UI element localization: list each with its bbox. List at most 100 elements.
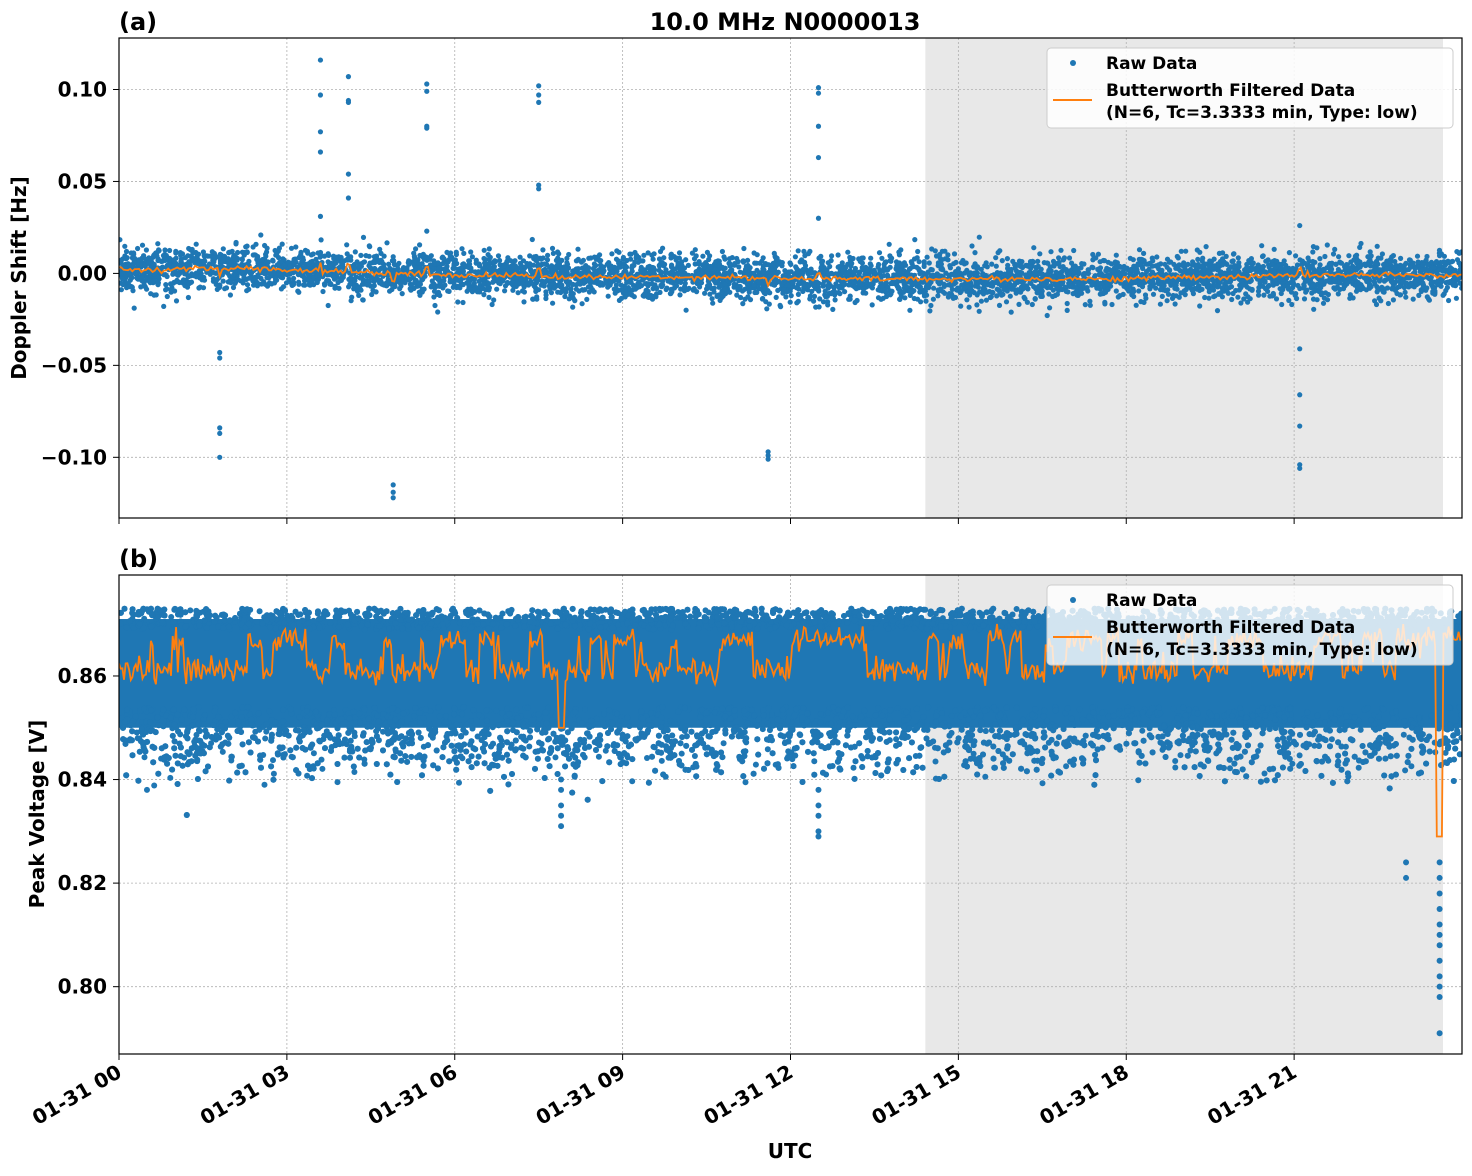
raw-point [151,279,156,284]
raw-point [1314,245,1319,250]
raw-point [580,287,585,292]
raw-point [1246,268,1251,273]
raw-point [914,265,919,270]
raw-point [122,244,127,249]
raw-point [1416,293,1421,298]
raw-point [241,280,246,285]
raw-point [868,261,873,266]
panel-b-label: (b) [119,545,158,573]
raw-point [1218,290,1223,295]
raw-point [1173,266,1178,271]
raw-point [1247,286,1252,291]
raw-point [809,289,814,294]
raw-point [226,256,231,261]
raw-point [1079,261,1084,266]
raw-point [1067,284,1072,289]
raw-point [1089,283,1094,288]
raw-point [883,260,888,265]
raw-point [629,252,634,257]
raw-point [1035,259,1040,264]
raw-point [984,260,989,265]
raw-point [738,295,743,300]
raw-point [968,272,973,277]
raw-point [1170,281,1175,286]
raw-point [170,272,175,277]
raw-point [740,301,745,306]
raw-point [1032,270,1037,275]
raw-point [497,258,502,263]
raw-point [487,246,492,251]
raw-point [1037,251,1042,256]
raw-point [721,254,726,259]
raw-point [710,301,715,306]
raw-point [833,281,838,286]
raw-point [938,267,943,272]
raw-point [1317,256,1322,261]
raw-point [791,280,796,285]
raw-point [845,272,850,277]
raw-point [1058,248,1063,253]
raw-point [616,250,621,255]
raw-point [1446,260,1451,265]
raw-point [354,274,359,279]
raw-point [876,287,881,292]
raw-point [660,282,665,287]
raw-point [197,268,202,273]
raw-point [570,282,575,287]
raw-point [234,240,239,245]
raw-point [1272,247,1277,252]
raw-point [261,279,266,284]
raw-point [265,284,270,289]
raw-point [218,261,223,266]
raw-point [778,304,783,309]
raw-point [927,308,932,313]
raw-point [574,258,579,263]
raw-point [1454,296,1459,301]
raw-point [1336,291,1341,296]
raw-point [869,281,874,286]
raw-point [318,252,323,257]
raw-point [453,278,458,283]
raw-point [1390,286,1395,291]
raw-point [562,294,567,299]
raw-point [693,247,698,252]
raw-point [1397,292,1402,297]
raw-point [1143,292,1148,297]
raw-point [802,284,807,289]
raw-point [1118,271,1123,276]
raw-point [1141,251,1146,256]
raw-point [913,281,918,286]
raw-point [374,289,379,294]
raw-point [1101,258,1106,263]
raw-point [204,253,209,258]
raw-point [243,244,248,249]
raw-point [697,284,702,289]
raw-point [1204,244,1209,249]
raw-point [979,299,984,304]
raw-point [161,304,166,309]
raw-point [584,297,589,302]
raw-point [646,283,651,288]
raw-point [720,249,725,254]
raw-point [597,270,602,275]
raw-point [1318,262,1323,267]
raw-point [825,302,830,307]
raw-point [430,283,435,288]
raw-point [719,295,724,300]
raw-point [231,255,236,260]
raw-point [836,252,841,257]
raw-point [1327,276,1332,281]
raw-point [1195,257,1200,262]
raw-point [521,299,526,304]
raw-point [677,292,682,297]
raw-point [1019,270,1024,275]
raw-point [469,276,474,281]
raw-point [1332,247,1337,252]
raw-point [922,287,927,292]
y-axis-label-b: Peak Voltage [V] [25,720,49,909]
raw-point [417,242,422,247]
raw-point [1407,275,1412,280]
raw-point [1096,252,1101,257]
raw-point [661,255,666,260]
